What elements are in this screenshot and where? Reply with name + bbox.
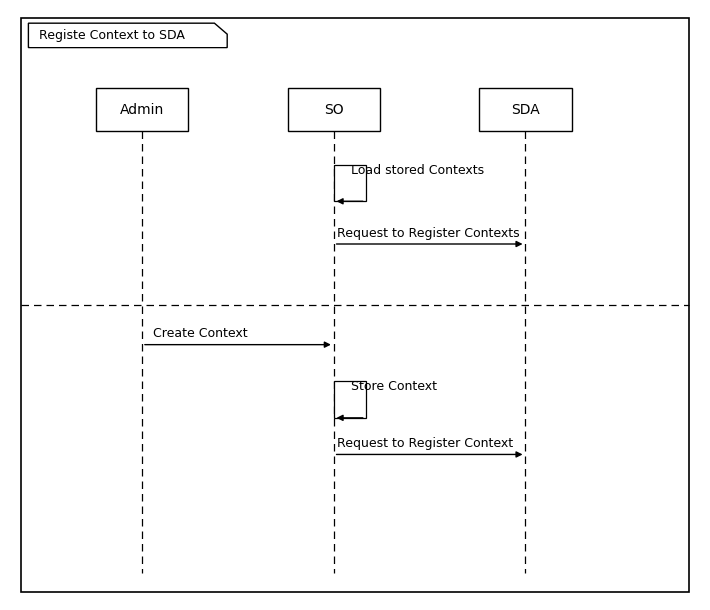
- Text: SO: SO: [324, 103, 344, 117]
- Text: Store Context: Store Context: [351, 381, 437, 393]
- Polygon shape: [28, 23, 227, 48]
- Text: Request to Register Contexts: Request to Register Contexts: [337, 227, 520, 240]
- Text: Load stored Contexts: Load stored Contexts: [351, 164, 484, 177]
- Text: Admin: Admin: [120, 103, 164, 117]
- Text: Create Context: Create Context: [153, 328, 247, 340]
- Bar: [30, 44, 226, 47]
- Bar: [288, 88, 380, 131]
- Bar: [96, 88, 188, 131]
- Bar: [479, 88, 572, 131]
- Bar: [334, 381, 366, 418]
- Text: SDA: SDA: [511, 103, 540, 117]
- Text: Registe Context to SDA: Registe Context to SDA: [39, 29, 185, 42]
- Text: Request to Register Context: Request to Register Context: [337, 437, 513, 450]
- Bar: [334, 165, 366, 201]
